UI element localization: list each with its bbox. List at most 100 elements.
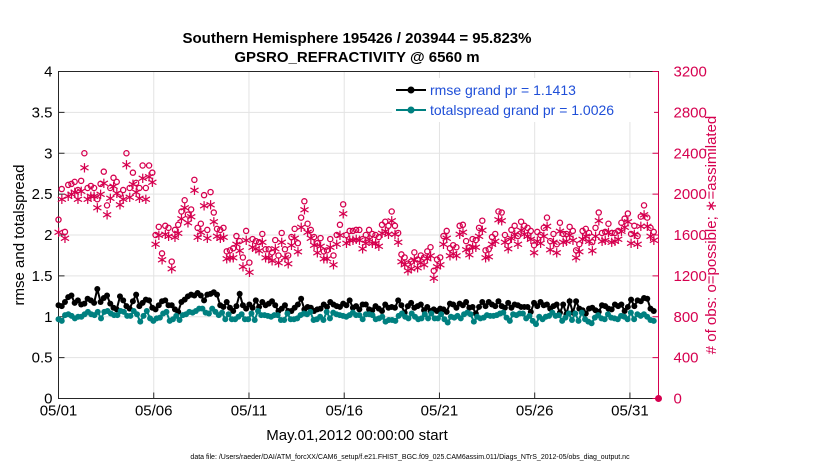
obs-possible-point: [592, 224, 599, 232]
obs-possible-point: [310, 233, 318, 241]
series-layer: ∗∗∗∗∗∗∗∗∗∗∗∗∗∗∗∗∗∗∗∗∗∗∗∗∗∗∗∗∗∗∗∗∗∗∗∗∗∗∗∗…: [52, 149, 662, 402]
series-1-point: [444, 319, 451, 326]
series-0-point: [356, 306, 363, 313]
x-tick-label: 05/06: [135, 403, 173, 420]
legend-rmse-marker: [407, 86, 415, 94]
series-0-point: [152, 306, 159, 313]
obs-possible-point: [411, 249, 418, 256]
obs-assimilated-point: ∗: [473, 227, 486, 245]
obs-possible-point: [220, 224, 227, 232]
series-0-point: [479, 299, 486, 306]
series-0-point: [146, 297, 153, 304]
obs-assimilated-point: ∗: [295, 218, 308, 236]
obs-assimilated-point: ∗: [457, 223, 470, 241]
obs-possible-point: [71, 178, 78, 186]
series-1-point: [438, 311, 445, 318]
y2-tick-label: 800: [674, 309, 699, 326]
series-1-point: [251, 317, 258, 324]
obs-possible-point: [485, 246, 493, 253]
series-0-point: [81, 300, 88, 307]
series-1-point: [519, 310, 526, 317]
series-1-point: [568, 317, 575, 324]
series-1-point: [98, 315, 105, 322]
legend-box: [392, 78, 654, 122]
legend: rmse grand pr = 1.1413 totalspread grand…: [392, 78, 654, 122]
obs-assimilated-point: ∗: [246, 238, 259, 256]
obs-assimilated-point: ∗: [641, 217, 654, 235]
obs-assimilated-point: ∗: [415, 254, 428, 272]
obs-assimilated-point: ∗: [376, 224, 389, 242]
obs-possible-point: [605, 220, 612, 228]
obs-assimilated-point: ∗: [317, 249, 330, 267]
obs-assimilated-point: ∗: [453, 225, 466, 243]
obs-assimilated-point: ∗: [625, 234, 638, 252]
obs-assimilated-point: ∗: [525, 230, 538, 248]
series-0-point: [116, 293, 123, 300]
obs-assimilated-point: ∗: [528, 243, 541, 261]
obs-assimilated-point: ∗: [499, 233, 512, 251]
obs-assimilated-point: ∗: [237, 258, 250, 276]
obs-assimilated-point: ∗: [431, 258, 444, 276]
obs-assimilated-point: ∗: [638, 206, 651, 224]
series-1-point: [326, 315, 333, 322]
obs-possible-point: [294, 239, 302, 247]
obs-possible-point: [479, 217, 486, 224]
obs-possible-point: [543, 214, 551, 221]
series-0-point: [68, 292, 75, 299]
obs-assimilated-point: ∗: [547, 233, 560, 251]
obs-possible-point: [200, 191, 208, 199]
obs-possible-point: [145, 162, 153, 169]
obs-assimilated-point: ∗: [262, 248, 275, 266]
series-0-point: [398, 302, 405, 309]
obs-assimilated-point: ∗: [479, 248, 492, 266]
series-0-point: [324, 303, 331, 310]
obs-assimilated-point: ∗: [411, 259, 424, 277]
series-1-point: [163, 308, 170, 315]
series-1-point: [434, 315, 441, 322]
obs-assimilated-point: ∗: [557, 233, 570, 251]
obs-possible-point: [252, 237, 260, 245]
obs-assimilated-point: ∗: [204, 195, 217, 213]
obs-assimilated-point: ∗: [305, 229, 318, 247]
obs-possible-point: [165, 224, 172, 232]
obs-possible-point: [317, 234, 324, 242]
obs-possible-point: [113, 178, 120, 186]
obs-possible-point: [540, 224, 547, 232]
obs-possible-point: [152, 231, 159, 239]
y-tick-label: 0.5: [32, 350, 53, 367]
obs-possible-point: [333, 231, 340, 239]
obs-possible-point: [339, 201, 347, 208]
series-0-point: [618, 301, 625, 308]
obs-possible-point: [55, 216, 62, 223]
obs-assimilated-point: ∗: [185, 208, 198, 226]
series-1-point: [500, 309, 507, 316]
series-0-point: [269, 298, 276, 305]
obs-possible-point: [498, 209, 505, 216]
series-1-point: [274, 312, 281, 319]
obs-assimilated-point: ∗: [114, 195, 127, 213]
obs-possible-point: [640, 202, 648, 209]
legend-spread-marker: [407, 106, 415, 114]
series-0-point: [346, 297, 353, 304]
series-0-point: [631, 303, 638, 310]
y-tick-label: 3.5: [32, 104, 53, 121]
obs-assimilated-point: ∗: [602, 223, 615, 241]
obs-possible-point: [546, 237, 554, 245]
obs-assimilated-point: ∗: [589, 227, 602, 245]
obs-possible-point: [271, 236, 279, 244]
obs-possible-point: [132, 179, 140, 187]
y2-tick-label: 2000: [674, 186, 707, 203]
series-0-point: [58, 303, 65, 310]
obs-assimilated-point: ∗: [143, 168, 156, 186]
series-0-point: [408, 299, 415, 306]
series-1-point: [281, 317, 288, 324]
obs-possible-point: [359, 235, 366, 243]
obs-possible-point: [330, 252, 337, 259]
obs-possible-point: [255, 238, 263, 246]
series-1-point: [565, 310, 572, 317]
series-0-point: [162, 297, 169, 304]
obs-assimilated-point: ∗: [647, 231, 660, 249]
series-0-point: [272, 302, 279, 309]
obs-assimilated-point: ∗: [631, 235, 644, 253]
y2-tick-label: 0: [674, 391, 682, 408]
